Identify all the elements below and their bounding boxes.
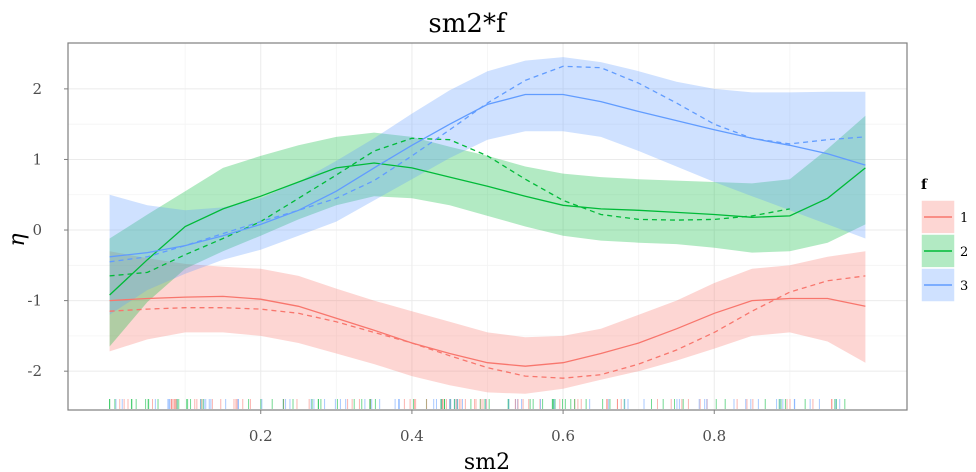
fit-line-1	[109, 295, 866, 367]
plot-area	[67, 42, 908, 411]
legend-item-1: 1	[920, 199, 968, 235]
y-tick-label: 0	[32, 221, 42, 239]
panel-border	[67, 42, 908, 411]
truth-line-1	[109, 275, 866, 379]
y-tick-label: -2	[27, 362, 42, 380]
x-tick-label: 0.8	[702, 427, 726, 445]
fit-line-2	[109, 162, 866, 296]
x-tick-label: 0.6	[551, 427, 575, 445]
confidence-band-2	[109, 115, 866, 347]
legend-item-3: 3	[920, 267, 968, 303]
y-tick-label: 1	[32, 150, 42, 168]
y-axis: -2 -1 0 1 2	[27, 80, 68, 380]
legend-label-1: 1	[960, 211, 968, 226]
legend-title: f	[921, 177, 928, 193]
x-tick-label: 0.2	[249, 427, 273, 445]
legend: f 1 2 3	[920, 177, 968, 303]
y-tick-label: 2	[32, 80, 42, 98]
x-axis-label: sm2	[464, 450, 510, 472]
fit-line-3	[109, 93, 866, 258]
y-tick-label: -1	[27, 292, 42, 310]
legend-label-3: 3	[960, 279, 968, 294]
legend-item-2: 2	[920, 233, 968, 269]
legend-label-2: 2	[960, 245, 968, 260]
truth-line-2	[109, 137, 790, 277]
x-axis: 0.2 0.4 0.6 0.8	[249, 410, 726, 445]
chart-title: sm2*f	[428, 9, 508, 39]
truth-line-3	[109, 65, 866, 263]
confidence-band-3	[109, 57, 866, 315]
y-axis-label: η	[5, 233, 30, 246]
x-tick-label: 0.4	[400, 427, 424, 445]
rug	[109, 399, 846, 409]
confidence-band-1	[109, 251, 866, 394]
